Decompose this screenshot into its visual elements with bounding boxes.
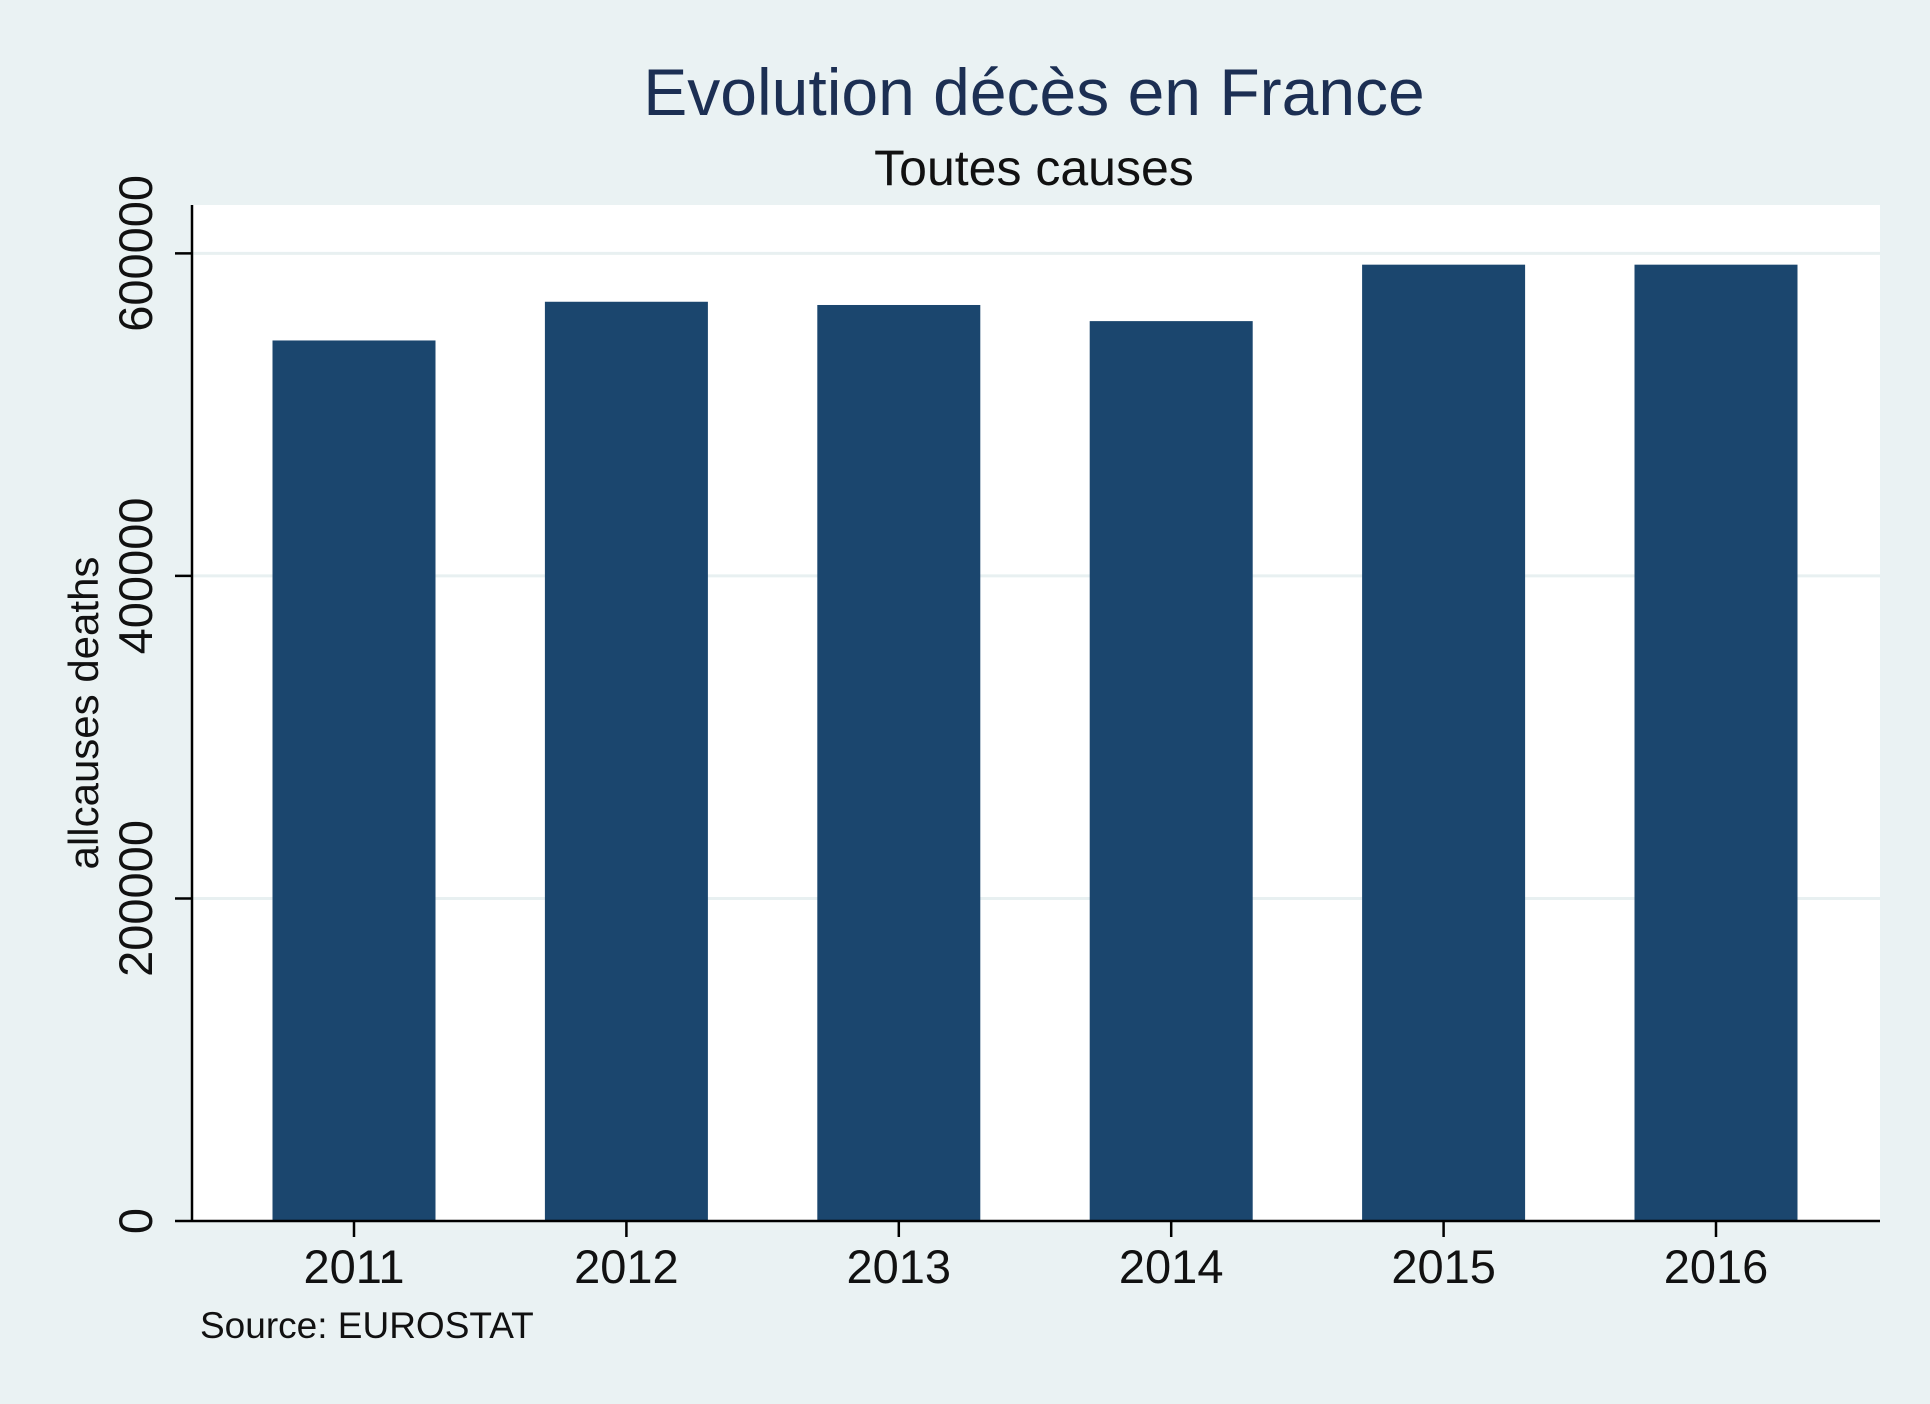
- source-note: Source: EUROSTAT: [200, 1305, 534, 1346]
- y-tick-label: 600000: [109, 175, 162, 332]
- x-ticks: 2011 2012 2013 2014 2015 2016: [303, 1221, 1768, 1293]
- y-tick-label: 200000: [109, 820, 162, 977]
- x-tick-label: 2014: [1119, 1240, 1224, 1293]
- y-tick-label: 0: [109, 1208, 162, 1234]
- y-axis-title: allcauses deaths: [60, 557, 107, 870]
- gridlines: [192, 251, 1880, 900]
- bar-2014: [1089, 321, 1253, 1222]
- x-tick-label: 2015: [1391, 1240, 1496, 1293]
- bar-2011: [272, 340, 436, 1221]
- bar-2013: [817, 304, 981, 1221]
- x-tick-label: 2016: [1664, 1240, 1769, 1293]
- y-ticks: 0 200000 400000 600000: [109, 175, 192, 1234]
- chart-subtitle: Toutes causes: [874, 140, 1194, 196]
- bar-2015: [1362, 264, 1526, 1222]
- bar-2012: [544, 301, 708, 1221]
- x-tick-label: 2013: [847, 1240, 952, 1293]
- x-tick-label: 2011: [303, 1240, 404, 1293]
- x-tick-label: 2012: [574, 1240, 679, 1293]
- chart-title: Evolution décès en France: [643, 55, 1424, 129]
- bars: [272, 264, 1798, 1222]
- bar-2016: [1634, 264, 1798, 1222]
- plot-area: [192, 205, 1880, 1220]
- y-tick-label: 400000: [109, 497, 162, 654]
